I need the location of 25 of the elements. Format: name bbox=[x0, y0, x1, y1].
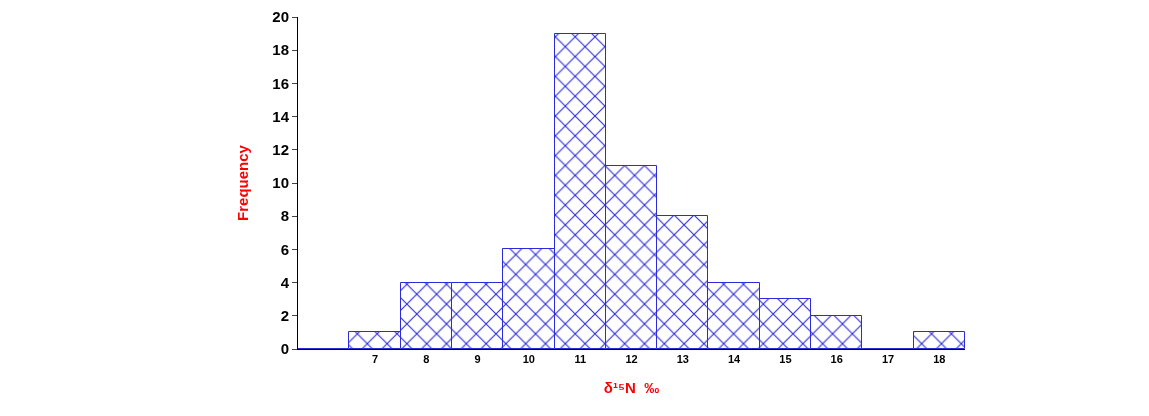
y-axis-title: Frequency bbox=[233, 144, 251, 221]
x-tick-label: 12 bbox=[625, 353, 638, 366]
y-tick-label: 8 bbox=[280, 207, 289, 225]
x-tick-label: 13 bbox=[676, 353, 689, 366]
x-tick-label: 16 bbox=[830, 353, 843, 366]
x-tick-label: 7 bbox=[371, 353, 379, 366]
y-tick-label: 12 bbox=[272, 141, 289, 159]
x-axis-title: δ¹⁵N ‰ bbox=[603, 379, 660, 397]
y-tick-label: 20 bbox=[272, 8, 289, 26]
y-tick-label: 16 bbox=[272, 74, 289, 92]
x-tick-label: 9 bbox=[474, 353, 481, 366]
x-tick-label: 10 bbox=[522, 353, 536, 366]
y-tick-label: 4 bbox=[280, 273, 290, 291]
y-tick-label: 14 bbox=[272, 107, 290, 125]
y-tick-label: 2 bbox=[280, 307, 289, 325]
x-tick-label: 18 bbox=[933, 353, 946, 366]
x-tick-label: 17 bbox=[881, 353, 895, 366]
y-tick-label: 6 bbox=[280, 240, 289, 258]
x-tick-label: 15 bbox=[779, 353, 792, 366]
x-tick-label: 11 bbox=[574, 353, 587, 366]
y-tick-label: 18 bbox=[272, 41, 289, 59]
y-tick-label: 0 bbox=[280, 340, 289, 358]
y-tick-label: 10 bbox=[272, 174, 289, 192]
x-tick-label: 14 bbox=[727, 353, 742, 366]
x-tick-label: 8 bbox=[423, 353, 430, 366]
